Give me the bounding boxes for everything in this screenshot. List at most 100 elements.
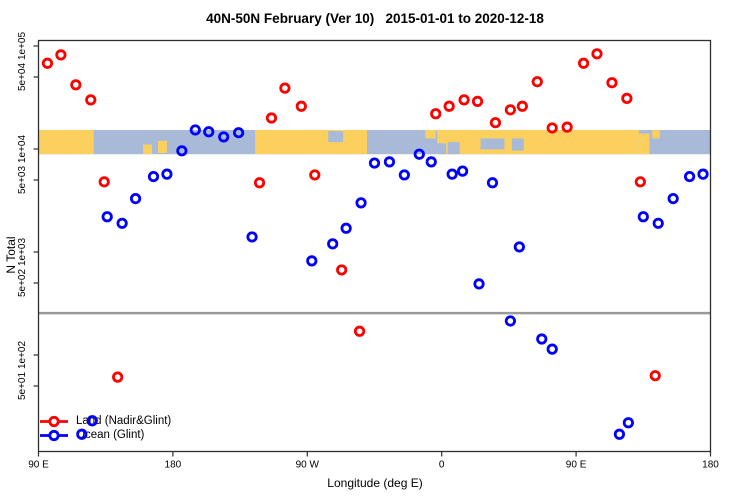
- land-point: [253, 177, 266, 189]
- land-point: [621, 92, 633, 104]
- ocean-point: [86, 415, 98, 427]
- x-tick-label: 90 W: [296, 460, 320, 471]
- legend-marker: [48, 429, 60, 442]
- ocean-point: [546, 343, 558, 355]
- ocean-point: [176, 145, 188, 157]
- ocean-point: [327, 238, 339, 250]
- land-point: [489, 117, 502, 129]
- land-point: [591, 48, 603, 60]
- ocean-point: [473, 278, 485, 290]
- ocean-point: [667, 192, 679, 205]
- land-point: [41, 57, 54, 69]
- land-point: [516, 100, 528, 112]
- y-tick-label: 5e+01: [17, 372, 28, 401]
- y-tick-label: 1e+02: [17, 341, 28, 370]
- x-tick-label: 0: [439, 460, 445, 471]
- land-point: [295, 100, 307, 112]
- ocean-point: [613, 428, 626, 440]
- ocean-point: [413, 148, 425, 160]
- band-land-patch: [143, 144, 152, 155]
- band-ocean-patch: [437, 143, 447, 155]
- land-point: [279, 82, 291, 94]
- ocean-point: [340, 222, 352, 234]
- ocean-point: [161, 168, 173, 180]
- land-point: [531, 76, 543, 88]
- band-ocean-patch: [480, 138, 505, 150]
- land-point: [471, 95, 484, 107]
- ocean-point: [637, 211, 649, 223]
- band-ocean-patch: [447, 142, 460, 155]
- ocean-point: [446, 168, 458, 180]
- ocean-point: [246, 231, 258, 243]
- ocean-point: [398, 169, 410, 181]
- ocean-point: [622, 417, 634, 429]
- ocean-point: [697, 168, 709, 180]
- y-tick-label: 1e+03: [17, 238, 28, 267]
- land-point: [504, 104, 516, 116]
- land-point: [430, 108, 442, 120]
- ocean-point: [101, 211, 113, 223]
- land-point: [353, 325, 366, 337]
- land-point: [265, 112, 278, 124]
- land-point: [55, 49, 67, 61]
- land-point: [546, 122, 558, 134]
- land-point: [649, 370, 661, 382]
- ocean-point: [504, 315, 516, 327]
- ocean-point: [383, 156, 396, 168]
- land-point: [634, 176, 646, 188]
- ocean-point: [306, 255, 318, 267]
- y-tick-label: 1e+04: [17, 135, 28, 164]
- band-land-patch: [425, 129, 436, 139]
- ocean-point: [129, 192, 142, 205]
- legend-label-ocean: Ocean (Glint): [76, 429, 145, 441]
- land-point: [112, 371, 124, 383]
- ocean-point: [233, 127, 245, 139]
- x-tick-label: 90 E: [28, 460, 49, 471]
- band-ocean-patch: [511, 138, 524, 151]
- ocean-point: [147, 170, 160, 183]
- land-point: [336, 264, 348, 276]
- ocean-point: [457, 165, 469, 177]
- ocean-point: [116, 217, 128, 229]
- land-point: [443, 100, 455, 112]
- ocean-point: [203, 126, 215, 138]
- land-point: [561, 121, 573, 133]
- band-land-patch: [652, 129, 660, 139]
- y-tick-label: 5e+02: [17, 269, 28, 298]
- y-tick-label: 5e+03: [17, 166, 28, 195]
- x-tick-label: 180: [165, 460, 182, 471]
- ocean-point: [355, 197, 367, 209]
- band-land-patch: [638, 133, 650, 155]
- legend-marker: [48, 415, 60, 428]
- band-land-segment: [437, 129, 639, 155]
- ocean-point: [536, 333, 548, 345]
- ocean-point: [76, 428, 88, 440]
- land-point: [458, 94, 470, 106]
- band-land-patch: [157, 140, 167, 154]
- ocean-point: [189, 124, 201, 136]
- land-point: [577, 57, 590, 69]
- x-tick-label: 180: [702, 460, 719, 471]
- ocean-point: [368, 157, 381, 169]
- y-tick-label: 1e+05: [17, 32, 28, 61]
- x-tick-label: 90 E: [566, 460, 587, 471]
- ocean-point: [486, 177, 499, 189]
- x-axis-title: Longitude (deg E): [327, 476, 423, 490]
- band-land-segment: [255, 129, 368, 155]
- ocean-point: [683, 170, 696, 183]
- ocean-point: [652, 217, 664, 229]
- band-land-segment: [38, 129, 94, 155]
- land-point: [70, 79, 82, 91]
- land-point: [85, 94, 97, 106]
- ocean-point: [513, 241, 525, 253]
- y-tick-label: 5e+04: [17, 63, 28, 92]
- band-ocean-patch: [328, 131, 344, 143]
- ocean-point: [425, 156, 437, 168]
- land-point: [98, 176, 110, 188]
- ocean-point: [218, 131, 230, 143]
- chart-title: 40N-50N February (Ver 10) 2015-01-01 to …: [206, 11, 544, 26]
- land-point: [606, 77, 618, 89]
- land-point: [309, 169, 321, 181]
